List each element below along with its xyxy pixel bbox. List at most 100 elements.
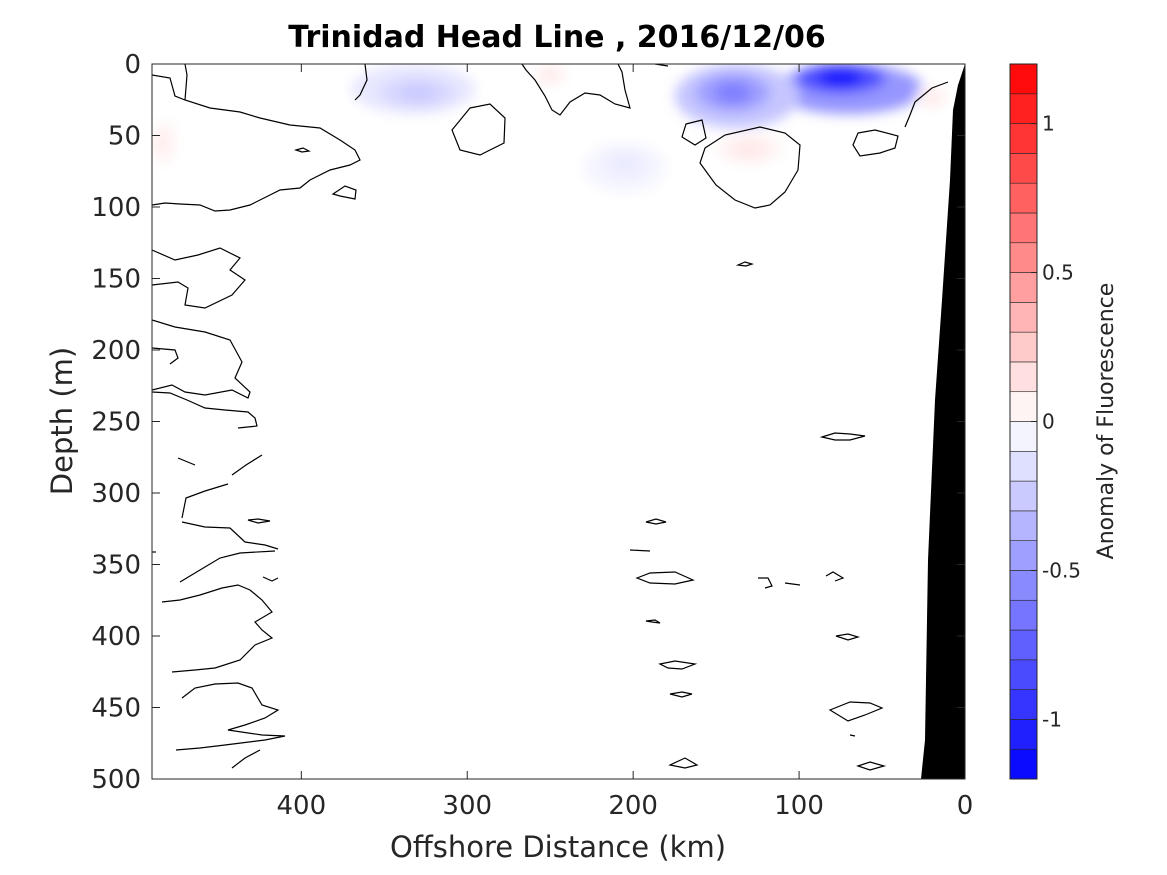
- colorbar-tick-label: 0: [1042, 410, 1055, 434]
- zero-contour: [852, 129, 899, 157]
- y-tick-label: 150: [91, 265, 141, 295]
- zero-contour: [262, 576, 279, 582]
- zero-contour: [293, 147, 311, 153]
- colorbar-segment: [1009, 331, 1038, 363]
- colorbar-segment: [1009, 689, 1038, 720]
- y-tick-label: 200: [91, 336, 141, 366]
- colorbar-segment: [1009, 719, 1038, 750]
- zero-contour: [231, 749, 261, 769]
- colorbar-tick-label: -1: [1042, 707, 1062, 731]
- colorbar-segment: [1009, 272, 1038, 303]
- colorbar-segment: [1009, 63, 1038, 95]
- zero-contour: [331, 185, 357, 200]
- bathymetry-landmass: [921, 64, 965, 779]
- colorbar-segment: [1009, 212, 1038, 244]
- zero-contour: [735, 261, 755, 267]
- colorbar-segment: [1009, 480, 1038, 512]
- plot-background: [152, 64, 965, 779]
- plot-area: [151, 63, 966, 780]
- zero-contour: [658, 660, 698, 670]
- colorbar-label: Anomaly of Fluorescence: [1094, 283, 1119, 560]
- zero-contour: [354, 64, 368, 101]
- y-tick-label: 350: [91, 551, 141, 581]
- zero-contour: [849, 734, 856, 737]
- colorbar-segment: [1009, 629, 1038, 661]
- zero-contour: [181, 521, 279, 550]
- y-axis: 0 50 100 150 200 250 300 350 400 450 500: [91, 50, 965, 795]
- colorbar-segment: [1009, 510, 1038, 541]
- y-tick-label: 50: [108, 122, 141, 152]
- zero-contour: [758, 577, 773, 589]
- zero-contour: [825, 571, 845, 582]
- x-tick-label: 200: [608, 791, 658, 821]
- y-tick-label: 100: [91, 193, 141, 223]
- zero-contour: [521, 64, 631, 116]
- colorbar: 1 0.5 0 -0.5 -1: [1009, 63, 1081, 780]
- colorbar-segment: [1009, 421, 1038, 452]
- zero-contour: [247, 518, 271, 524]
- colorbar-segment: [1009, 391, 1038, 422]
- colorbar-segment: [1009, 450, 1038, 482]
- y-tick-label: 400: [91, 622, 141, 652]
- zero-contour: [152, 391, 258, 429]
- zero-contour: [177, 457, 196, 466]
- zero-contour: [152, 64, 361, 212]
- x-tick-label: 0: [957, 791, 974, 821]
- zero-contour: [181, 483, 229, 519]
- colorbar-segment: [1009, 361, 1038, 393]
- colorbar-segment: [1009, 302, 1038, 333]
- colorbar-segment: [1009, 153, 1038, 184]
- zero-contour: [152, 347, 179, 365]
- x-tick-label: 300: [442, 791, 492, 821]
- zero-contour: [828, 701, 884, 722]
- colorbar-segment: [1009, 748, 1038, 780]
- zero-contour: [668, 757, 699, 769]
- positive_anomaly-peak: [739, 144, 760, 156]
- zero-contour: [161, 584, 274, 673]
- x-axis: 400 300 200 100 0: [277, 64, 974, 821]
- positive_anomaly-peak: [156, 135, 165, 151]
- zero-contour: [152, 247, 246, 309]
- colorbar-segment: [1009, 93, 1038, 124]
- y-axis-label: Depth (m): [45, 347, 79, 495]
- zero-contour: [635, 571, 695, 585]
- zero-contour: [179, 550, 276, 583]
- negative_anomaly-peak: [398, 83, 437, 102]
- positive_anomaly-peak: [926, 95, 937, 104]
- zero-contour: [681, 119, 707, 146]
- zero-contour: [645, 619, 661, 624]
- colorbar-segment: [1009, 540, 1038, 571]
- zero-contour: [699, 126, 801, 209]
- zero-contour: [451, 103, 506, 156]
- colorbar-tick-label: 1: [1042, 112, 1055, 136]
- zero-contour: [645, 518, 667, 525]
- zero-contour: [152, 74, 186, 101]
- negative_anomaly-peak: [714, 81, 752, 104]
- negative_anomaly-peak: [818, 69, 863, 88]
- zero-contour: [784, 582, 801, 586]
- y-tick-label: 300: [91, 479, 141, 509]
- colorbar-tick-label: -0.5: [1042, 558, 1081, 582]
- y-tick-label: 500: [91, 765, 141, 795]
- zero-contour: [231, 454, 263, 476]
- zero-contour: [835, 633, 861, 641]
- zero-contour: [669, 691, 693, 698]
- colorbar-segment: [1009, 182, 1038, 214]
- zero-contour: [629, 549, 651, 552]
- chart-title: Trinidad Head Line , 2016/12/06: [288, 20, 825, 55]
- zero-contour: [904, 81, 949, 128]
- y-tick-label: 0: [124, 50, 141, 80]
- zero-contour: [175, 682, 286, 751]
- x-axis-label: Offshore Distance (km): [390, 830, 726, 864]
- zero-contour: [152, 319, 251, 399]
- x-tick-label: 100: [774, 791, 824, 821]
- colorbar-segment: [1009, 570, 1038, 601]
- colorbar-segment: [1009, 599, 1038, 631]
- positive_anomaly-peak: [545, 71, 556, 80]
- zero-contour: [856, 761, 887, 771]
- zero-contour: [819, 432, 866, 441]
- negative_anomaly-peak: [612, 155, 638, 173]
- zero-contours: [152, 64, 949, 771]
- x-tick-label: 400: [277, 791, 327, 821]
